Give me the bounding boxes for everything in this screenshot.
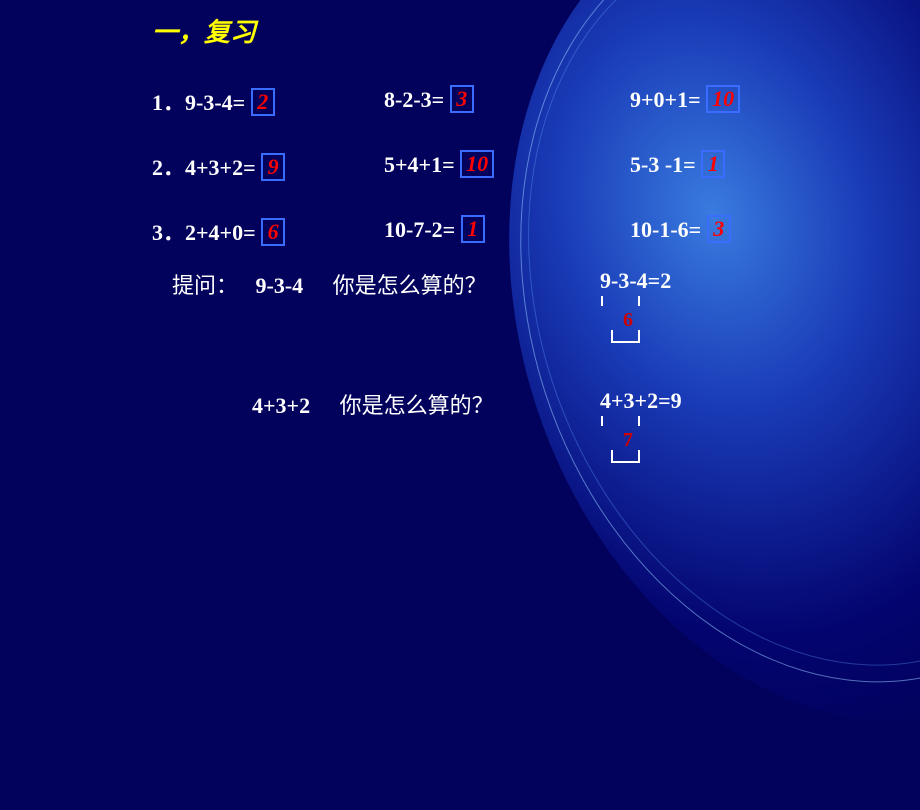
question-ask: 你是怎么算的？ [333, 273, 487, 298]
question-ask: 你是怎么算的？ [340, 393, 494, 418]
worked-bracket-1: 6 [600, 294, 671, 364]
question-expr: 9-3-4 [256, 273, 304, 298]
row-number: 1． [152, 90, 185, 115]
question-block-2: 4+3+2 你是怎么算的？ [252, 388, 494, 420]
worked-result: 9-3-4=2 [600, 268, 671, 294]
worked-solution-2: 4+3+2=9 7 [600, 388, 682, 484]
exercise-2c: 5-3 -1= 1 [630, 150, 725, 178]
expr-text: 10-7-2= [384, 217, 455, 242]
row-number: 2． [152, 155, 185, 180]
slide-title: 一，复习 [152, 12, 256, 49]
worked-result: 4+3+2=9 [600, 388, 682, 414]
worked-bracket-2: 7 [600, 414, 682, 484]
answer-box: 9 [261, 153, 285, 181]
exercise-1b: 8-2-3= 3 [384, 85, 474, 113]
answer-box: 1 [461, 215, 485, 243]
answer-box: 2 [251, 88, 275, 116]
answer-box: 3 [707, 215, 731, 243]
worked-solution-1: 9-3-4=2 6 [600, 268, 671, 364]
expr-text: 10-1-6= [630, 217, 701, 242]
question-expr: 4+3+2 [252, 393, 310, 418]
expr-text: 9+0+1= [630, 87, 701, 112]
exercise-3b: 10-7-2= 1 [384, 215, 485, 243]
expr-text: 9-3-4= [185, 90, 245, 115]
expr-text: 8-2-3= [384, 87, 444, 112]
answer-box: 6 [261, 218, 285, 246]
expr-text: 2+4+0= [185, 220, 256, 245]
prompt-label: 提问： [172, 273, 238, 298]
answer-box: 10 [706, 85, 740, 113]
answer-box: 3 [450, 85, 474, 113]
exercise-3a: 3．2+4+0= 6 [152, 215, 285, 247]
answer-box: 10 [460, 150, 494, 178]
intermediate-value: 6 [623, 309, 633, 332]
exercise-2a: 2．4+3+2= 9 [152, 150, 285, 182]
question-block-1: 提问： 9-3-4 你是怎么算的？ [172, 268, 487, 300]
expr-text: 4+3+2= [185, 155, 256, 180]
intermediate-value: 7 [623, 429, 633, 452]
exercise-1c: 9+0+1= 10 [630, 85, 740, 113]
expr-text: 5+4+1= [384, 152, 455, 177]
expr-text: 5-3 -1= [630, 152, 696, 177]
row-number: 3． [152, 220, 185, 245]
answer-box: 1 [701, 150, 725, 178]
exercise-2b: 5+4+1= 10 [384, 150, 494, 178]
exercise-3c: 10-1-6= 3 [630, 215, 731, 243]
exercise-1a: 1．9-3-4= 2 [152, 85, 275, 117]
